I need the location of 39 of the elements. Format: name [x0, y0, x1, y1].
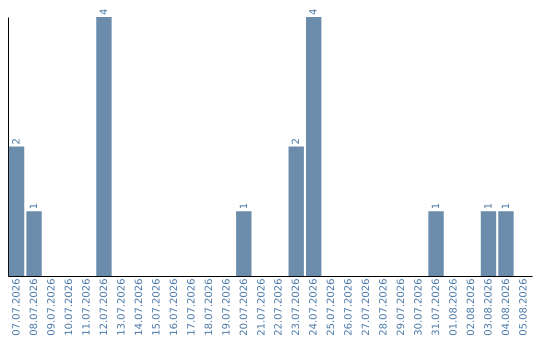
data-label: 1	[483, 202, 494, 210]
x-tick-label: 23.07.2026	[291, 278, 302, 336]
x-tick-label: 13.07.2026	[116, 278, 128, 336]
x-tick-label: 08.07.2026	[29, 278, 40, 336]
x-tick-label: 27.07.2026	[361, 278, 372, 336]
x-tick-label: 12.07.2026	[98, 278, 110, 336]
x-tick-label: 10.07.2026	[64, 278, 75, 336]
x-tick-label: 02.08.2026	[466, 278, 477, 336]
x-tick-label: 21.07.2026	[256, 278, 268, 336]
x-tick-label: 30.07.2026	[414, 278, 425, 336]
data-label: 4	[308, 8, 320, 15]
x-tick-label: 17.07.2026	[186, 278, 198, 336]
x-tick-label: 05.08.2026	[518, 278, 530, 336]
x-tick-label: 20.07.2026	[238, 278, 250, 336]
data-label: 1	[500, 202, 512, 210]
x-tick-label: 04.08.2026	[500, 278, 512, 336]
data-label: 4	[98, 8, 110, 15]
x-tick-label: 28.07.2026	[378, 278, 390, 336]
data-label: 1	[431, 202, 442, 210]
x-tick-label: 15.07.2026	[151, 278, 162, 336]
x-tick-label: 11.07.2026	[81, 278, 92, 336]
x-tick-label: 26.07.2026	[344, 278, 355, 336]
x-tick-label: 16.07.2026	[168, 278, 180, 336]
data-label: 1	[29, 202, 40, 210]
data-label: 1	[238, 202, 250, 210]
x-tick-label: 03.08.2026	[483, 278, 494, 336]
x-tick-label: 07.07.2026	[12, 278, 23, 336]
x-tick-label: 09.07.2026	[46, 278, 58, 336]
x-tick-label: 18.07.2026	[204, 278, 215, 336]
x-tick-label: 19.07.2026	[221, 278, 232, 336]
x-tick-label: 01.08.2026	[448, 278, 460, 336]
data-label: 2	[291, 138, 302, 144]
x-tick-label: 22.07.2026	[274, 278, 285, 336]
x-tick-label: 25.07.2026	[326, 278, 338, 336]
x-tick-label: 24.07.2026	[308, 278, 320, 336]
x-tick-label: 29.07.2026	[396, 278, 408, 336]
x-tick-label: 14.07.2026	[134, 278, 145, 336]
x-tick-label: 31.07.2026	[431, 278, 442, 336]
data-label: 2	[12, 138, 23, 144]
